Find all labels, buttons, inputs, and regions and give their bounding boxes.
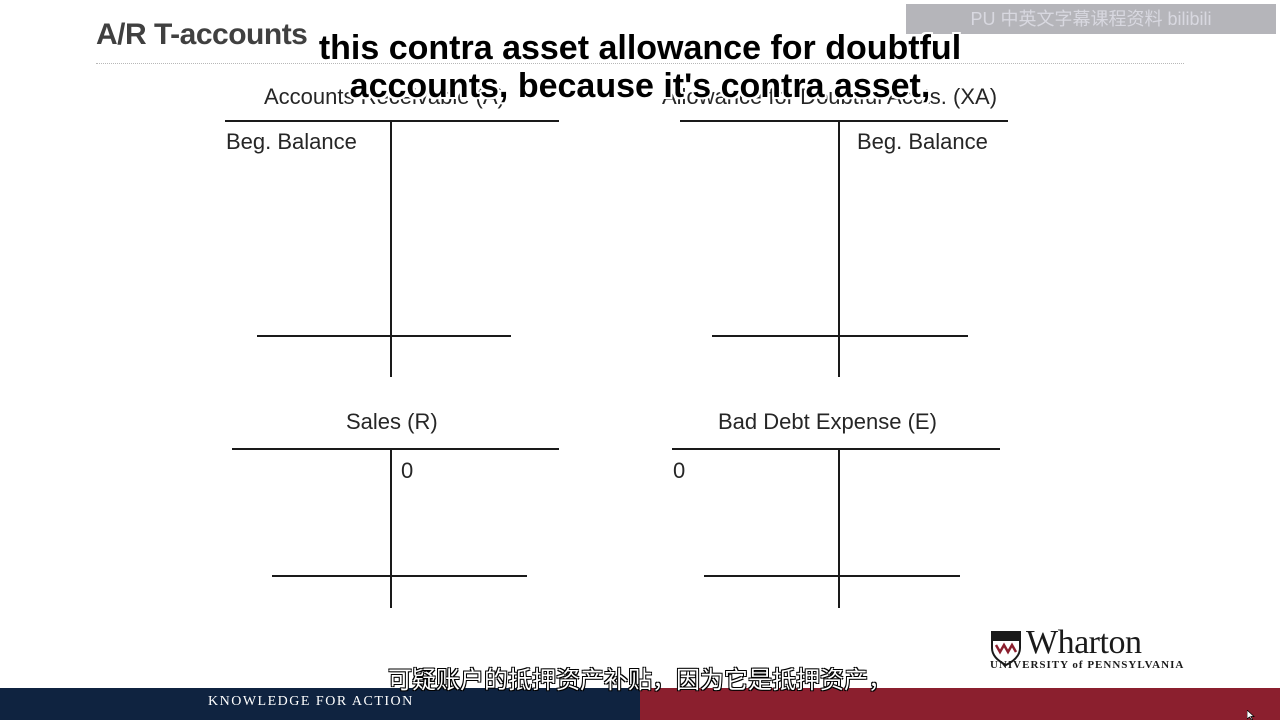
footer-left-band: [0, 688, 640, 720]
right-entry: Beg. Balance: [857, 129, 988, 154]
subtitle-english-line-1: this contra asset allowance for doubtful: [318, 29, 962, 67]
left-entry: 0: [673, 458, 686, 483]
t-account-top-line: [232, 448, 559, 450]
subtitle-chinese: 可疑账户的抵押资产补贴，因为它是抵押资产，: [388, 666, 892, 694]
subtitle-english-line-2: accounts, because it's contra asset,: [349, 67, 931, 105]
wharton-shield-icon: [991, 631, 1021, 666]
account-title: Sales (R): [346, 409, 438, 434]
t-account-balance-line: [272, 575, 527, 577]
t-account-balance-line: [257, 335, 511, 337]
t-account-balance-line: [712, 335, 968, 337]
footer-tagline: KNOWLEDGE FOR ACTION: [208, 694, 414, 709]
t-account-top-line: [225, 120, 559, 122]
t-account-top-line: [680, 120, 1008, 122]
slide-title: A/R T-accounts: [96, 18, 308, 51]
t-account-vertical-line: [390, 121, 392, 377]
t-account-top-line: [672, 448, 1000, 450]
mouse-pointer-icon: [1247, 710, 1255, 720]
title-rule: [96, 63, 1184, 64]
left-entry: Beg. Balance: [226, 129, 357, 154]
watermark: PU 中英文字幕课程资料 bilibili: [906, 4, 1276, 34]
right-entry: 0: [401, 458, 414, 483]
t-account-balance-line: [704, 575, 960, 577]
logo-name: Wharton: [1026, 624, 1142, 661]
account-title: Accounts Receivable (A): [264, 84, 505, 109]
t-account-vertical-line: [390, 449, 392, 608]
account-title: Bad Debt Expense (E): [718, 409, 937, 434]
t-account-vertical-line: [838, 121, 840, 377]
footer-right-band: [640, 688, 1280, 720]
logo-subtitle: UNIVERSITY of PENNSYLVANIA: [990, 659, 1185, 671]
account-title: Allowance for Doubtful Accts. (XA): [662, 84, 998, 109]
t-account-vertical-line: [838, 449, 840, 608]
